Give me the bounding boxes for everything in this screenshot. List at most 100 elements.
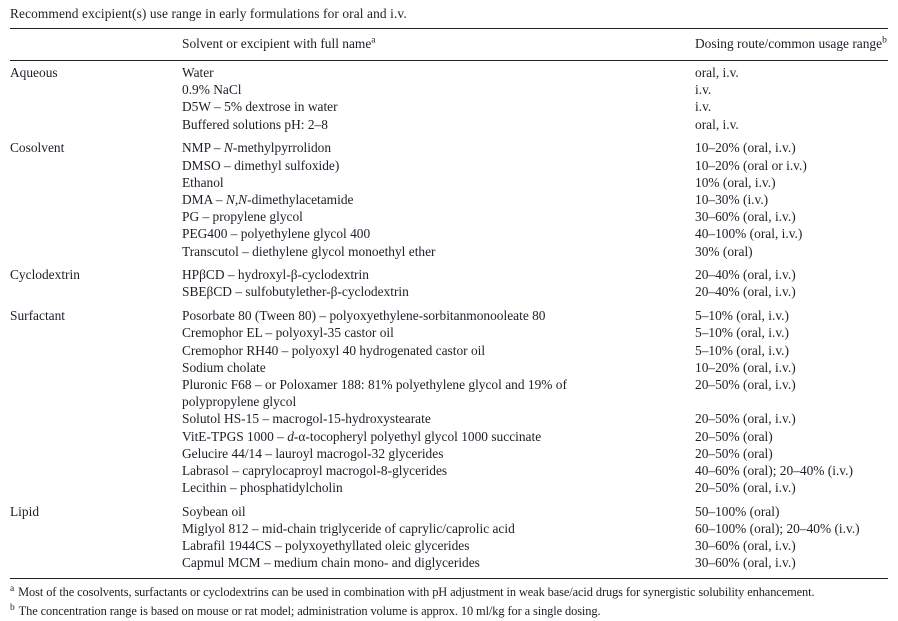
excipient-cell: PG – propylene glycol [182, 209, 303, 225]
range-cell: 20–50% (oral) [695, 428, 773, 444]
excipient-cell: Labrafil 1944CS – polyxoyethyllated olei… [182, 538, 470, 554]
table-row: Ethanol 10% (oral, i.v.) [10, 174, 888, 191]
excipient-cell: NMP – N-methylpyrrolidon [182, 140, 332, 156]
excipient-cell: SBEβCD – sulfobutylether-β-cyclodextrin [182, 284, 409, 300]
excipient-cell: D5W – 5% dextrose in water [182, 99, 338, 115]
table-row: Labrafil 1944CS – polyxoyethyllated olei… [10, 537, 888, 554]
range-cell: 10–20% (oral, i.v.) [695, 140, 796, 156]
range-cell: 20–50% (oral) [695, 445, 773, 461]
excipient-cell: Ethanol [182, 174, 224, 190]
table-row: Labrasol – caprylocaproyl macrogol-8-gly… [10, 462, 888, 479]
column-header-category [10, 36, 182, 52]
column-header-solvent-label: Solvent or excipient with full name [182, 36, 372, 51]
table-row: DMSO – dimethyl sulfoxide) 10–20% (oral o… [10, 157, 888, 174]
table-row: Cremophor RH40 – polyoxyl 40 hydrogenate… [10, 342, 888, 359]
excipient-cell: Posorbate 80 (Tween 80) – polyoxyethylen… [182, 308, 546, 324]
category-cell: Cyclodextrin [10, 267, 80, 283]
range-cell: 5–10% (oral, i.v.) [695, 342, 789, 358]
excipient-cell: Capmul MCM – medium chain mono- and digl… [182, 555, 480, 571]
table-section-cyclodextrin: Cyclodextrin HPβCD – hydroxyl-β-cyclodext… [10, 260, 888, 301]
excipient-cell: DMSO – dimethyl sulfoxide) [182, 157, 340, 173]
table-row: DMA – N,N-dimethylacetamide 10–30% (i.v.) [10, 191, 888, 208]
excipient-cell: 0.9% NaCl [182, 82, 242, 98]
footnote-marker-a: a [10, 583, 15, 594]
range-cell: 30% (oral) [695, 243, 753, 259]
range-cell: i.v. [695, 82, 712, 98]
range-cell: 40–60% (oral); 20–40% (i.v.) [695, 462, 853, 478]
footnote-a: a Most of the cosolvents, surfactants or … [10, 583, 815, 599]
excipient-cell: PEG400 – polyethylene glycol 400 [182, 226, 371, 242]
range-cell: 20–50% (oral, i.v.) [695, 411, 796, 427]
range-cell: 10–30% (i.v.) [695, 191, 769, 207]
range-cell: 20–50% (oral, i.v.) [695, 480, 796, 496]
excipient-cell: DMA – N,N-dimethylacetamide [182, 191, 354, 207]
table-row: Sodium cholate 10–20% (oral, i.v.) [10, 359, 888, 376]
range-cell: 5–10% (oral, i.v.) [695, 308, 789, 324]
footnote-marker-a: a [371, 35, 376, 46]
category-cell: Surfactant [10, 308, 66, 324]
excipient-cell: Cremophor EL – polyoxyl-35 castor oil [182, 325, 394, 341]
table-row: Transcutol – diethylene glycol monoethyl… [10, 243, 888, 260]
column-header-dosing-label: Dosing route/common usage range [695, 36, 883, 51]
excipient-cell: Water [182, 65, 214, 80]
table-row: SBEβCD – sulfobutylether-β-cyclodextrin 2… [10, 283, 888, 300]
range-cell: oral, i.v. [695, 65, 739, 80]
range-cell: 40–100% (oral, i.v.) [695, 226, 803, 242]
table-row: Solutol HS-15 – macrogol-15-hydroxystear… [10, 410, 888, 427]
range-cell: oral, i.v. [695, 116, 739, 132]
category-cell: Cosolvent [10, 140, 65, 156]
table-row: 0.9% NaCl i.v. [10, 81, 888, 98]
table-row: Aqueous Water oral, i.v. [10, 64, 888, 81]
table-row: Pluronic F68 – or Poloxamer 188: 81% pol… [10, 376, 888, 410]
table-row: Surfactant Posorbate 80 (Tween 80) – poly… [10, 307, 888, 324]
excipient-cell: Labrasol – caprylocaproyl macrogol-8-gly… [182, 462, 448, 478]
table-row: Buffered solutions pH: 2–8 oral, i.v. [10, 116, 888, 133]
excipient-cell: Soybean oil [182, 503, 246, 519]
bottom-rule [10, 577, 888, 579]
excipient-cell: Transcutol – diethylene glycol monoethyl… [182, 243, 436, 259]
category-cell: Aqueous [10, 65, 58, 80]
table-body: Aqueous Water oral, i.v. 0.9% NaCl i.v. D5W –… [10, 61, 888, 578]
range-cell: i.v. [695, 99, 712, 115]
excipient-cell: Gelucire 44/14 – lauroyl macrogol-32 gly… [182, 445, 444, 461]
table-row: PG – propylene glycol 30–60% (oral, i.v.) [10, 208, 888, 225]
footnote-marker-b: b [882, 35, 887, 46]
table-caption: Recommend excipient(s) use range in earl… [10, 6, 407, 21]
table-section-cosolvent: Cosolvent NMP – N-methylpyrrolidon 10–20% … [10, 133, 888, 260]
excipient-cell: VitE-TPGS 1000 – d-α-tocopheryl polyethy… [182, 428, 542, 444]
table-row: Lipid Soybean oil 50–100% (oral) [10, 503, 888, 520]
table-row: Capmul MCM – medium chain mono- and digl… [10, 554, 888, 571]
table-header-row: Solvent or excipient with full namea Dos… [10, 29, 888, 60]
range-cell: 10–20% (oral, i.v.) [695, 359, 796, 375]
header-rule [10, 60, 888, 61]
excipient-cell: Lecithin – phosphatidylcholin [182, 480, 343, 496]
range-cell: 20–40% (oral, i.v.) [695, 267, 796, 283]
range-cell: 50–100% (oral) [695, 503, 780, 519]
table-row: VitE-TPGS 1000 – d-α-tocopheryl polyethy… [10, 428, 888, 445]
table-row: PEG400 – polyethylene glycol 400 40–100% … [10, 225, 888, 242]
table-row: D5W – 5% dextrose in water i.v. [10, 98, 888, 115]
table-section-surfactant: Surfactant Posorbate 80 (Tween 80) – poly… [10, 301, 888, 497]
column-header-solvent: Solvent or excipient with full namea [182, 36, 695, 52]
table-row: Miglyol 812 – mid-chain triglyceride of … [10, 520, 888, 537]
range-cell: 30–60% (oral, i.v.) [695, 538, 796, 554]
range-cell: 10% (oral, i.v.) [695, 174, 776, 190]
range-cell: 10–20% (oral or i.v.) [695, 157, 807, 173]
excipient-cell: Solutol HS-15 – macrogol-15-hydroxystear… [182, 411, 431, 427]
table-row: Gelucire 44/14 – lauroyl macrogol-32 gly… [10, 445, 888, 462]
footnotes: a Most of the cosolvents, surfactants or … [10, 579, 888, 621]
column-header-dosing: Dosing route/common usage rangeb [695, 36, 888, 52]
table-row: Cosolvent NMP – N-methylpyrrolidon 10–20% … [10, 139, 888, 156]
table-row: Cremophor EL – polyoxyl-35 castor oil 5–1… [10, 324, 888, 341]
range-cell: 5–10% (oral, i.v.) [695, 325, 789, 341]
footnote-b: b The concentration range is based on mou… [10, 602, 601, 618]
table-section-aqueous: Aqueous Water oral, i.v. 0.9% NaCl i.v. D5W –… [10, 64, 888, 133]
range-cell: 60–100% (oral); 20–40% (i.v.) [695, 521, 860, 537]
range-cell: 20–50% (oral, i.v.) [695, 376, 796, 392]
footnote-marker-b: b [10, 602, 15, 613]
excipient-cell: Buffered solutions pH: 2–8 [182, 116, 328, 132]
range-cell: 30–60% (oral, i.v.) [695, 555, 796, 571]
category-cell: Lipid [10, 503, 40, 519]
table-row: Lecithin – phosphatidylcholin 20–50% (ora… [10, 479, 888, 496]
